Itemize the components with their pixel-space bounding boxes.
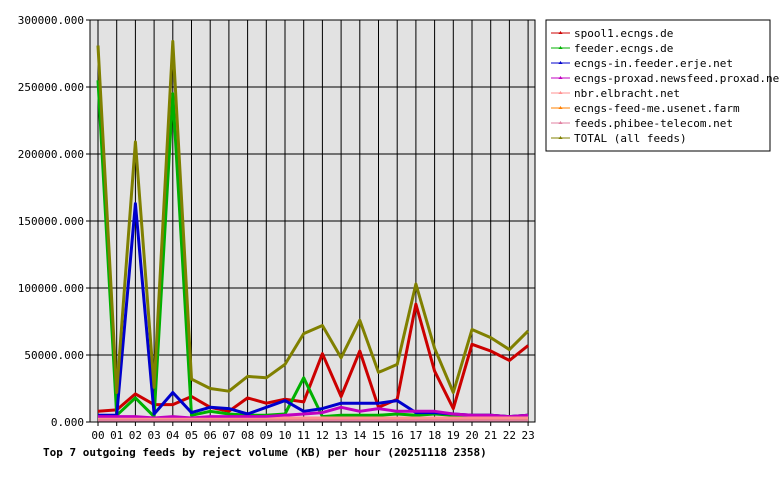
legend-label: feeder.ecngs.de	[574, 42, 673, 55]
legend-label: feeds.phibee-telecom.net	[574, 117, 733, 130]
legend-label: TOTAL (all feeds)	[574, 132, 687, 145]
plot-border	[89, 19, 536, 423]
x-tick-label: 04	[166, 429, 180, 442]
y-tick-label: 200000.000	[18, 148, 84, 161]
x-tick-label: 20	[465, 429, 478, 442]
x-tick-label: 00	[91, 429, 104, 442]
x-tick-label: 11	[297, 429, 310, 442]
x-tick-label: 14	[353, 429, 367, 442]
x-tick-label: 08	[241, 429, 254, 442]
y-tick-label: 150000.000	[18, 215, 84, 228]
series-line-7	[96, 39, 530, 394]
x-axis-ticks: 00 01 02 03 04 05 06 07 08 09 10 11 12 13 14 15 16 17 18 19…	[91, 422, 535, 442]
x-tick-label: 23	[521, 429, 534, 442]
y-tick-label: 100000.000	[18, 282, 84, 295]
x-tick-label: 16	[391, 429, 404, 442]
y-tick-label: 50000.000	[24, 349, 84, 362]
legend-label: ecngs-proxad.newsfeed.proxad.net	[574, 72, 780, 85]
y-tick-label: 300000.000	[18, 14, 84, 27]
series-line-3	[98, 405, 529, 420]
series-line-0	[97, 302, 530, 413]
legend-box	[545, 19, 771, 152]
chart-title: Top 7 outgoing feeds by reject volume (K…	[43, 446, 487, 459]
x-tick-label: 12	[316, 429, 329, 442]
x-tick-label: 10	[278, 429, 291, 442]
legend-marker	[558, 46, 563, 49]
x-tick-label: 21	[484, 429, 497, 442]
series-lines	[96, 39, 530, 423]
x-tick-label: 06	[204, 429, 217, 442]
x-tick-label: 03	[147, 429, 160, 442]
x-tick-label: 17	[409, 429, 422, 442]
legend-marker	[558, 121, 563, 124]
x-tick-label: 13	[334, 429, 347, 442]
y-tick-label: 250000.000	[18, 81, 84, 94]
legend-marker	[558, 61, 563, 64]
legend: spool1.ecngs.de feeder.ecngs.de ecngs-in.f…	[545, 19, 780, 152]
x-tick-label: 19	[447, 429, 460, 442]
y-axis-ticks: 0.000 50000.000 100000.000 150000.000 200000…	[18, 14, 90, 429]
x-tick-label: 22	[503, 429, 516, 442]
y-tick-label: 0.000	[51, 416, 84, 429]
legend-label: ecngs-feed-me.usenet.farm	[574, 102, 740, 115]
x-tick-label: 02	[129, 429, 142, 442]
x-tick-label: 15	[372, 429, 385, 442]
legend-marker	[558, 76, 563, 79]
legend-marker	[558, 136, 563, 139]
legend-marker	[558, 106, 563, 109]
legend-label: nbr.elbracht.net	[574, 87, 680, 100]
series-line-4	[98, 416, 529, 421]
x-tick-label: 09	[260, 429, 273, 442]
legend-label: ecngs-in.feeder.erje.net	[574, 57, 733, 70]
x-tick-label: 18	[428, 429, 441, 442]
legend-label: spool1.ecngs.de	[574, 27, 673, 40]
x-tick-label: 07	[222, 429, 235, 442]
legend-marker	[558, 31, 563, 34]
x-tick-label: 05	[185, 429, 198, 442]
x-tick-label: 01	[110, 429, 123, 442]
legend-marker	[558, 91, 563, 94]
